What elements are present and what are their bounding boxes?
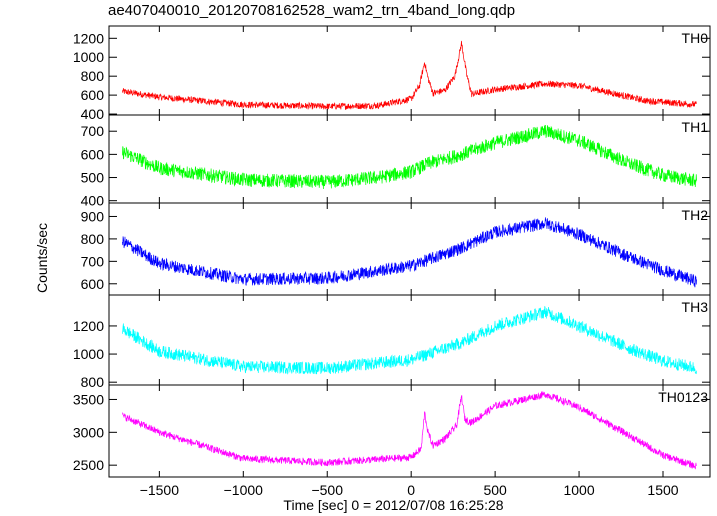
series-th3-line — [122, 305, 697, 375]
x-tick-label: 1000 — [563, 482, 594, 498]
x-tick-label: −1500 — [140, 482, 180, 498]
x-tick-label: −500 — [311, 482, 343, 498]
panel-label-th0: TH0 — [682, 30, 709, 46]
x-tick-label: 1500 — [647, 482, 678, 498]
y-tick-label: 900 — [81, 208, 105, 224]
panel-frame-th0123 — [108, 384, 711, 478]
y-tick-label: 600 — [81, 276, 105, 292]
x-tick-label: −1000 — [224, 482, 264, 498]
y-tick-label: 3000 — [73, 424, 104, 440]
y-tick-label: 500 — [81, 170, 105, 186]
chart-title: ae407040010_20120708162528_wam2_trn_4ban… — [108, 2, 516, 19]
panel-label-th3: TH3 — [682, 299, 709, 315]
y-tick-label: 800 — [81, 231, 105, 247]
x-tick-label: 0 — [407, 482, 415, 498]
y-tick-label: 800 — [81, 68, 105, 84]
panel-label-th1: TH1 — [682, 119, 709, 135]
panel-frame-th2 — [108, 202, 711, 296]
y-tick-label: 600 — [81, 87, 105, 103]
y-tick-label: 400 — [81, 106, 105, 122]
y-tick-label: 800 — [81, 374, 105, 390]
panel-label-th0123: TH0123 — [658, 389, 708, 405]
x-tick-label: 500 — [483, 482, 507, 498]
y-tick-label: 600 — [81, 146, 105, 162]
y-tick-label: 1200 — [73, 30, 104, 46]
y-tick-label: 1000 — [73, 346, 104, 362]
x-axis-label: Time [sec] 0 = 2012/07/08 16:25:28 — [283, 497, 504, 513]
series-th0123-line — [122, 391, 697, 470]
panel-label-th2: TH2 — [682, 207, 709, 223]
series-th1-line — [122, 124, 697, 189]
series-th0-line — [122, 40, 697, 110]
y-tick-label: 700 — [81, 253, 105, 269]
series-th2-line — [122, 217, 697, 288]
y-tick-label: 1200 — [73, 318, 104, 334]
y-tick-label: 400 — [81, 193, 105, 209]
y-tick-label: 3500 — [73, 391, 104, 407]
y-tick-label: 1000 — [73, 49, 104, 65]
y-tick-label: 700 — [81, 123, 105, 139]
y-tick-label: 2500 — [73, 457, 104, 473]
